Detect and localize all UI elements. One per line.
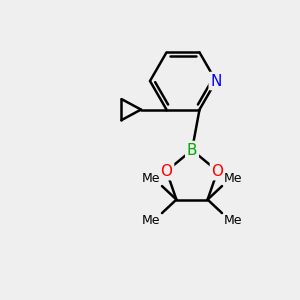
Text: N: N [210, 74, 222, 88]
Text: Me: Me [142, 172, 161, 185]
Text: B: B [187, 142, 197, 158]
Text: Me: Me [224, 172, 242, 185]
Text: Me: Me [142, 214, 161, 227]
Text: O: O [160, 164, 172, 178]
Text: O: O [212, 164, 224, 178]
Text: Me: Me [224, 214, 242, 227]
